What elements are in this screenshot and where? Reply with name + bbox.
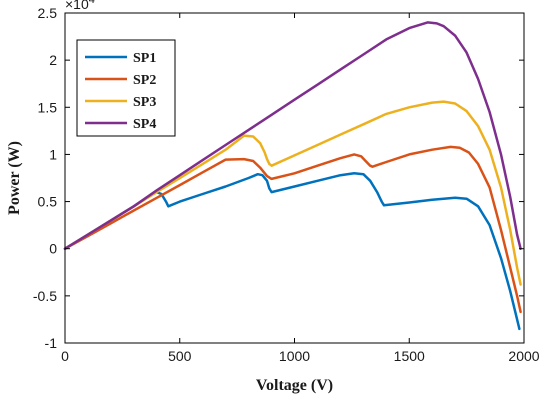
series-line-sp3 <box>63 100 522 286</box>
x-tick-label: 2000 <box>508 348 539 364</box>
y-tick-label: 0.5 <box>38 194 58 210</box>
legend-label-sp4: SP4 <box>133 117 156 132</box>
legend-box <box>76 39 176 137</box>
y-tick-label: 0 <box>49 241 57 257</box>
y-axis: -1 -0.5 0 0.5 1 1.5 2 2.5 <box>33 5 524 351</box>
y-tick-label: 2.5 <box>38 5 58 21</box>
x-tick-label: 1500 <box>394 348 425 364</box>
y-multiplier-exponent: 4 <box>89 0 95 6</box>
series-line-sp1 <box>63 172 521 331</box>
legend-label-sp2: SP2 <box>133 73 156 88</box>
y-tick-label: -1 <box>45 335 58 351</box>
x-tick-label: 500 <box>168 348 192 364</box>
series-line-sp4 <box>63 21 522 250</box>
legend: SP1 SP2 SP3 SP4 <box>76 39 176 137</box>
y-tick-label: 2 <box>49 52 57 68</box>
legend-label-sp1: SP1 <box>133 51 156 66</box>
x-axis-label: Voltage (V) <box>256 377 333 394</box>
legend-label-sp3: SP3 <box>133 95 156 110</box>
y-tick-label: 1.5 <box>38 99 58 115</box>
x-axis: 0 500 1000 1500 2000 <box>61 13 540 364</box>
x-tick-label: 0 <box>61 348 69 364</box>
y-multiplier-label: ×104 <box>65 0 95 12</box>
x-tick-label: 1000 <box>279 348 310 364</box>
y-axis-label: Power (W) <box>6 141 23 215</box>
y-tick-label: -0.5 <box>33 288 57 304</box>
y-tick-label: 1 <box>49 146 57 162</box>
series-lines <box>63 21 522 331</box>
series-line-sp2 <box>63 145 522 314</box>
